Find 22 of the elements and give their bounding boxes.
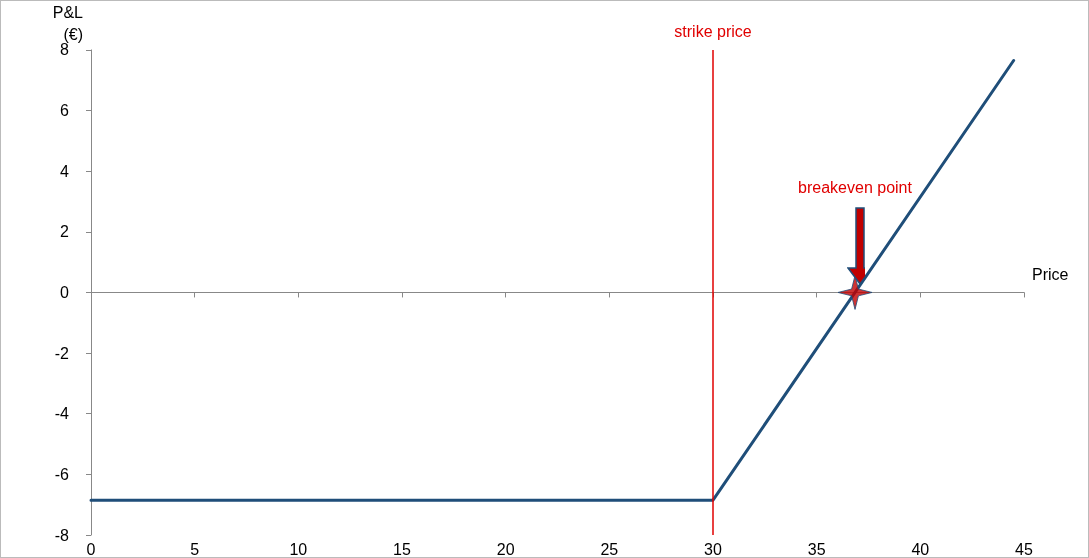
y-axis-title: P&L (€) (52, 3, 84, 43)
y-tick-label: 6 (60, 102, 70, 120)
x-tick-label: 25 (600, 540, 619, 558)
y-tick-label: 4 (60, 162, 70, 180)
y-tick-label: 0 (60, 283, 70, 301)
x-axis-title: Price (1032, 265, 1069, 283)
ref-line-label: strike price (674, 23, 752, 41)
x-tick-label: 40 (911, 540, 930, 558)
x-tick-label: 45 (1015, 540, 1033, 558)
annotation: breakeven point (798, 179, 913, 197)
x-tick-label: 30 (704, 540, 722, 558)
x-tick-label: 5 (190, 540, 200, 558)
x-tick-label: 35 (807, 540, 826, 558)
y-tick-label: -2 (54, 344, 70, 362)
y-tick-label: -4 (54, 405, 70, 423)
y-tick-label: -6 (54, 465, 70, 483)
y-tick-label: -8 (54, 526, 70, 544)
x-tick-label: 20 (496, 540, 515, 558)
y-tick-label: 2 (60, 223, 70, 241)
x-tick-label: 0 (86, 540, 96, 558)
x-tick-label: 10 (289, 540, 308, 558)
x-tick-label: 15 (393, 540, 411, 558)
